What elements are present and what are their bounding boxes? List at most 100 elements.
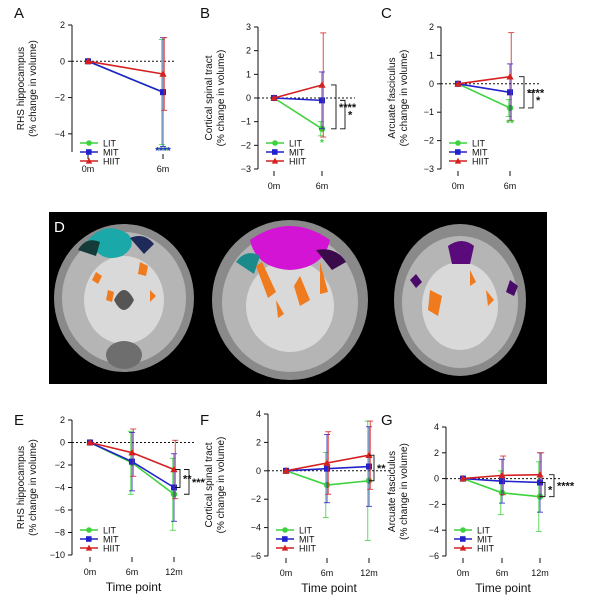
y-tick-label: 2: [434, 448, 439, 458]
legend-label-HIIT: HIIT: [289, 157, 307, 167]
legend-label-MIT: MIT: [103, 535, 119, 545]
x-tick-label: 6m: [316, 181, 329, 191]
y-axis-label: RHS hippocampus: [16, 446, 27, 529]
brain-image-panel: D: [49, 212, 547, 384]
x-tick-label: 12m: [531, 568, 549, 578]
y-tick-label: −6: [429, 551, 439, 561]
data-point-MIT: [499, 478, 505, 485]
legend-label-MIT: MIT: [299, 535, 315, 545]
legend-marker-LIT: [86, 140, 92, 146]
legend-label-HIIT: HIIT: [472, 157, 490, 167]
legend-label-HIIT: HIIT: [103, 544, 121, 554]
legend-marker-MIT: [460, 536, 466, 542]
data-point-HIIT: [270, 94, 278, 101]
significance-bracket: [528, 91, 534, 109]
x-tick-label: 0m: [268, 181, 281, 191]
x-tick-label: 0m: [452, 181, 465, 191]
y-axis-label-2: (% change in volume): [216, 50, 227, 147]
y-tick-label: −2: [55, 93, 65, 103]
data-point-HIIT: [506, 72, 514, 80]
legend-label-MIT: MIT: [289, 148, 305, 158]
brain-coronal-1: [54, 224, 194, 372]
panel-label-B: B: [200, 5, 210, 22]
y-tick-label: 2: [429, 22, 434, 32]
y-axis-label: Arcuate fasciculus: [387, 451, 398, 532]
y-tick-label: −3: [424, 164, 434, 174]
legend-marker-HIIT: [85, 157, 93, 164]
y-tick-label: −2: [241, 140, 251, 150]
x-tick-label: 12m: [165, 567, 183, 577]
significance-bracket-label: ****: [557, 481, 575, 493]
y-tick-label: −1: [241, 117, 251, 127]
series-line-MIT: [457, 83, 511, 94]
data-point-HIIT: [170, 465, 178, 473]
y-axis-label: RHS hippocampus: [16, 47, 27, 130]
chart-panel-C: C 2 1 0 −1 −2 −3 0m 6m Arcuate fasciculus (% chang…: [381, 5, 545, 191]
y-tick-label: 2: [60, 20, 65, 30]
y-axis-label: Cortical spinal tract: [204, 442, 215, 527]
data-point-HIIT: [128, 448, 136, 456]
panel-label-F: F: [200, 412, 209, 429]
legend-marker-HIIT: [271, 157, 279, 164]
legend-label-HIIT: HIIT: [477, 544, 495, 554]
x-tick-label: 6m: [321, 568, 334, 578]
legend-marker-HIIT: [281, 544, 289, 551]
significance-LIT: ***: [157, 146, 169, 157]
x-axis-label: Time point: [301, 581, 357, 595]
legend-marker-HIIT: [85, 544, 93, 551]
legend-marker-LIT: [272, 140, 278, 146]
significance-bracket: [340, 99, 346, 130]
legend-label-LIT: LIT: [103, 139, 117, 149]
brain-coronal-3: [394, 224, 526, 376]
legend-marker-HIIT: [459, 544, 467, 551]
significance-bracket: [175, 469, 181, 488]
chart-panel-B: B 3 2 1 0 −1 −2 −3 0m 6m Cortical spinal tract (% c…: [200, 5, 357, 191]
series-line-HIIT: [457, 75, 511, 85]
y-tick-label: −2: [424, 136, 434, 146]
significance-bracket: [331, 84, 337, 130]
x-tick-label: 6m: [157, 164, 170, 174]
y-tick-label: 2: [256, 437, 261, 447]
legend-marker-MIT: [272, 149, 278, 155]
panel-label-A: A: [14, 5, 24, 22]
chart-panel-A: A 2 0 −2 −4 0m 6m RHS hippocampus (% change in v…: [14, 5, 175, 174]
y-tick-label: −2: [429, 499, 439, 509]
y-axis-label-2: (% change in volume): [28, 439, 39, 536]
legend-label-MIT: MIT: [472, 148, 488, 158]
significance-bracket-label: **: [377, 463, 386, 475]
data-point-HIIT: [459, 474, 467, 482]
x-axis-label: Time point: [106, 580, 162, 594]
x-tick-label: 6m: [126, 567, 139, 577]
series-line-LIT: [457, 83, 511, 109]
legend-marker-MIT: [86, 149, 92, 155]
legend-label-LIT: LIT: [289, 139, 303, 149]
data-point-HIIT: [159, 70, 167, 77]
y-tick-label: −2: [55, 460, 65, 470]
x-axis-label: Time point: [475, 581, 531, 595]
y-tick-label: 0: [429, 79, 434, 89]
y-tick-label: −6: [251, 551, 261, 561]
data-point-MIT: [507, 89, 513, 96]
y-tick-label: 1: [429, 50, 434, 60]
y-axis-label: Arcuate fasciculus: [387, 57, 398, 138]
y-tick-label: 0: [60, 438, 65, 448]
data-point-HIIT: [84, 57, 92, 65]
significance-bracket-label: ****: [339, 102, 357, 114]
data-point-MIT: [366, 463, 372, 470]
data-point-HIIT: [365, 451, 373, 458]
legend-marker-HIIT: [454, 157, 462, 164]
y-tick-label: 4: [434, 422, 439, 432]
data-point-MIT: [129, 458, 135, 465]
significance-LIT: **: [506, 118, 514, 129]
panel-label-G: G: [381, 412, 393, 429]
legend-marker-LIT: [460, 527, 466, 533]
y-tick-label: −6: [55, 505, 65, 515]
data-point-MIT: [319, 97, 325, 104]
y-tick-label: 1: [246, 69, 251, 79]
x-tick-label: 0m: [457, 568, 470, 578]
significance-MIT: ****: [155, 146, 171, 157]
legend-label-HIIT: HIIT: [103, 157, 121, 167]
significance-bracket: [369, 454, 375, 482]
brain-coronal-2: [212, 220, 368, 380]
panel-label-C: C: [381, 5, 392, 22]
